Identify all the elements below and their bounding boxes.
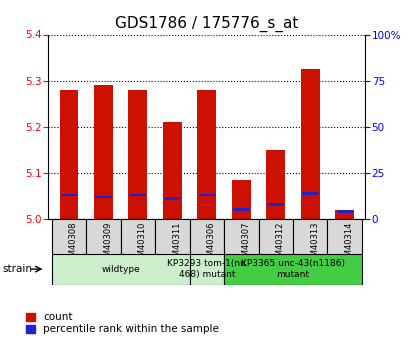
Bar (163, 122, 182, 219)
Text: GSM40310: GSM40310 (138, 221, 147, 267)
Bar (52, 219, 86, 254)
Text: GSM40312: GSM40312 (276, 221, 285, 267)
Text: GSM40313: GSM40313 (310, 221, 319, 267)
Bar (293, 219, 328, 254)
Bar (60, 90, 79, 219)
Bar (189, 254, 224, 285)
Bar (328, 219, 362, 254)
Bar (164, 197, 181, 200)
Text: GSM40309: GSM40309 (103, 221, 113, 267)
Bar (86, 219, 121, 254)
Bar (224, 254, 362, 285)
Bar (197, 90, 216, 219)
Text: GSM40311: GSM40311 (172, 221, 181, 267)
Bar (302, 192, 318, 195)
Text: wildtype: wildtype (101, 265, 140, 274)
Legend: count, percentile rank within the sample: count, percentile rank within the sample (26, 312, 219, 334)
Bar (232, 180, 251, 219)
Bar (337, 210, 353, 213)
Bar (224, 219, 259, 254)
Bar (268, 203, 284, 206)
Text: strain: strain (2, 264, 32, 274)
Text: GSM40306: GSM40306 (207, 221, 216, 267)
Bar (94, 85, 113, 219)
Text: KP3293 tom-1(nu
468) mutant: KP3293 tom-1(nu 468) mutant (168, 259, 246, 279)
Bar (301, 69, 320, 219)
Bar (155, 219, 189, 254)
Bar (95, 196, 111, 198)
Bar (129, 90, 147, 219)
Bar (61, 194, 77, 196)
Bar (233, 208, 249, 211)
Bar (266, 150, 285, 219)
Text: GSM40314: GSM40314 (345, 221, 354, 267)
Bar (189, 219, 224, 254)
Text: GSM40307: GSM40307 (241, 221, 250, 267)
Text: KP3365 unc-43(n1186)
mutant: KP3365 unc-43(n1186) mutant (241, 259, 345, 279)
Bar (199, 194, 215, 196)
Bar (335, 210, 354, 219)
Bar (259, 219, 293, 254)
Bar (130, 194, 146, 196)
Text: GSM40308: GSM40308 (69, 221, 78, 267)
Bar (121, 219, 155, 254)
Title: GDS1786 / 175776_s_at: GDS1786 / 175776_s_at (115, 16, 299, 32)
Bar (52, 254, 189, 285)
